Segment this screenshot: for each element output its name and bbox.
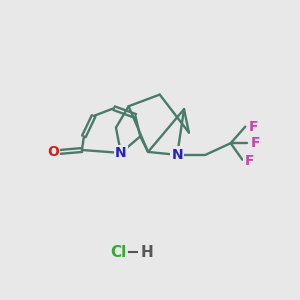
Text: N: N bbox=[115, 146, 127, 160]
Text: N: N bbox=[171, 148, 183, 162]
Text: F: F bbox=[248, 120, 258, 134]
Text: Cl: Cl bbox=[110, 244, 127, 260]
Text: H: H bbox=[140, 244, 153, 260]
Text: O: O bbox=[47, 145, 59, 159]
Text: F: F bbox=[244, 154, 254, 168]
Text: F: F bbox=[250, 136, 260, 150]
